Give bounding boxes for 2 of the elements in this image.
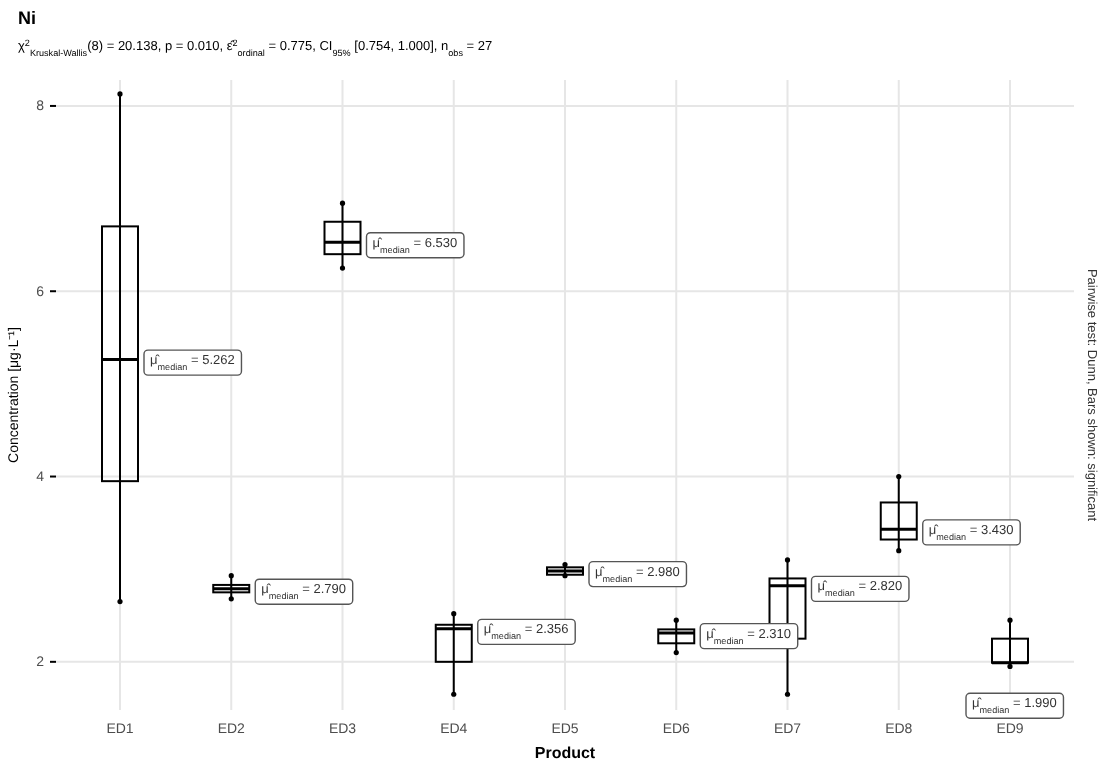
chart-title: Ni bbox=[18, 8, 36, 28]
x-axis-title: Product bbox=[534, 744, 596, 762]
